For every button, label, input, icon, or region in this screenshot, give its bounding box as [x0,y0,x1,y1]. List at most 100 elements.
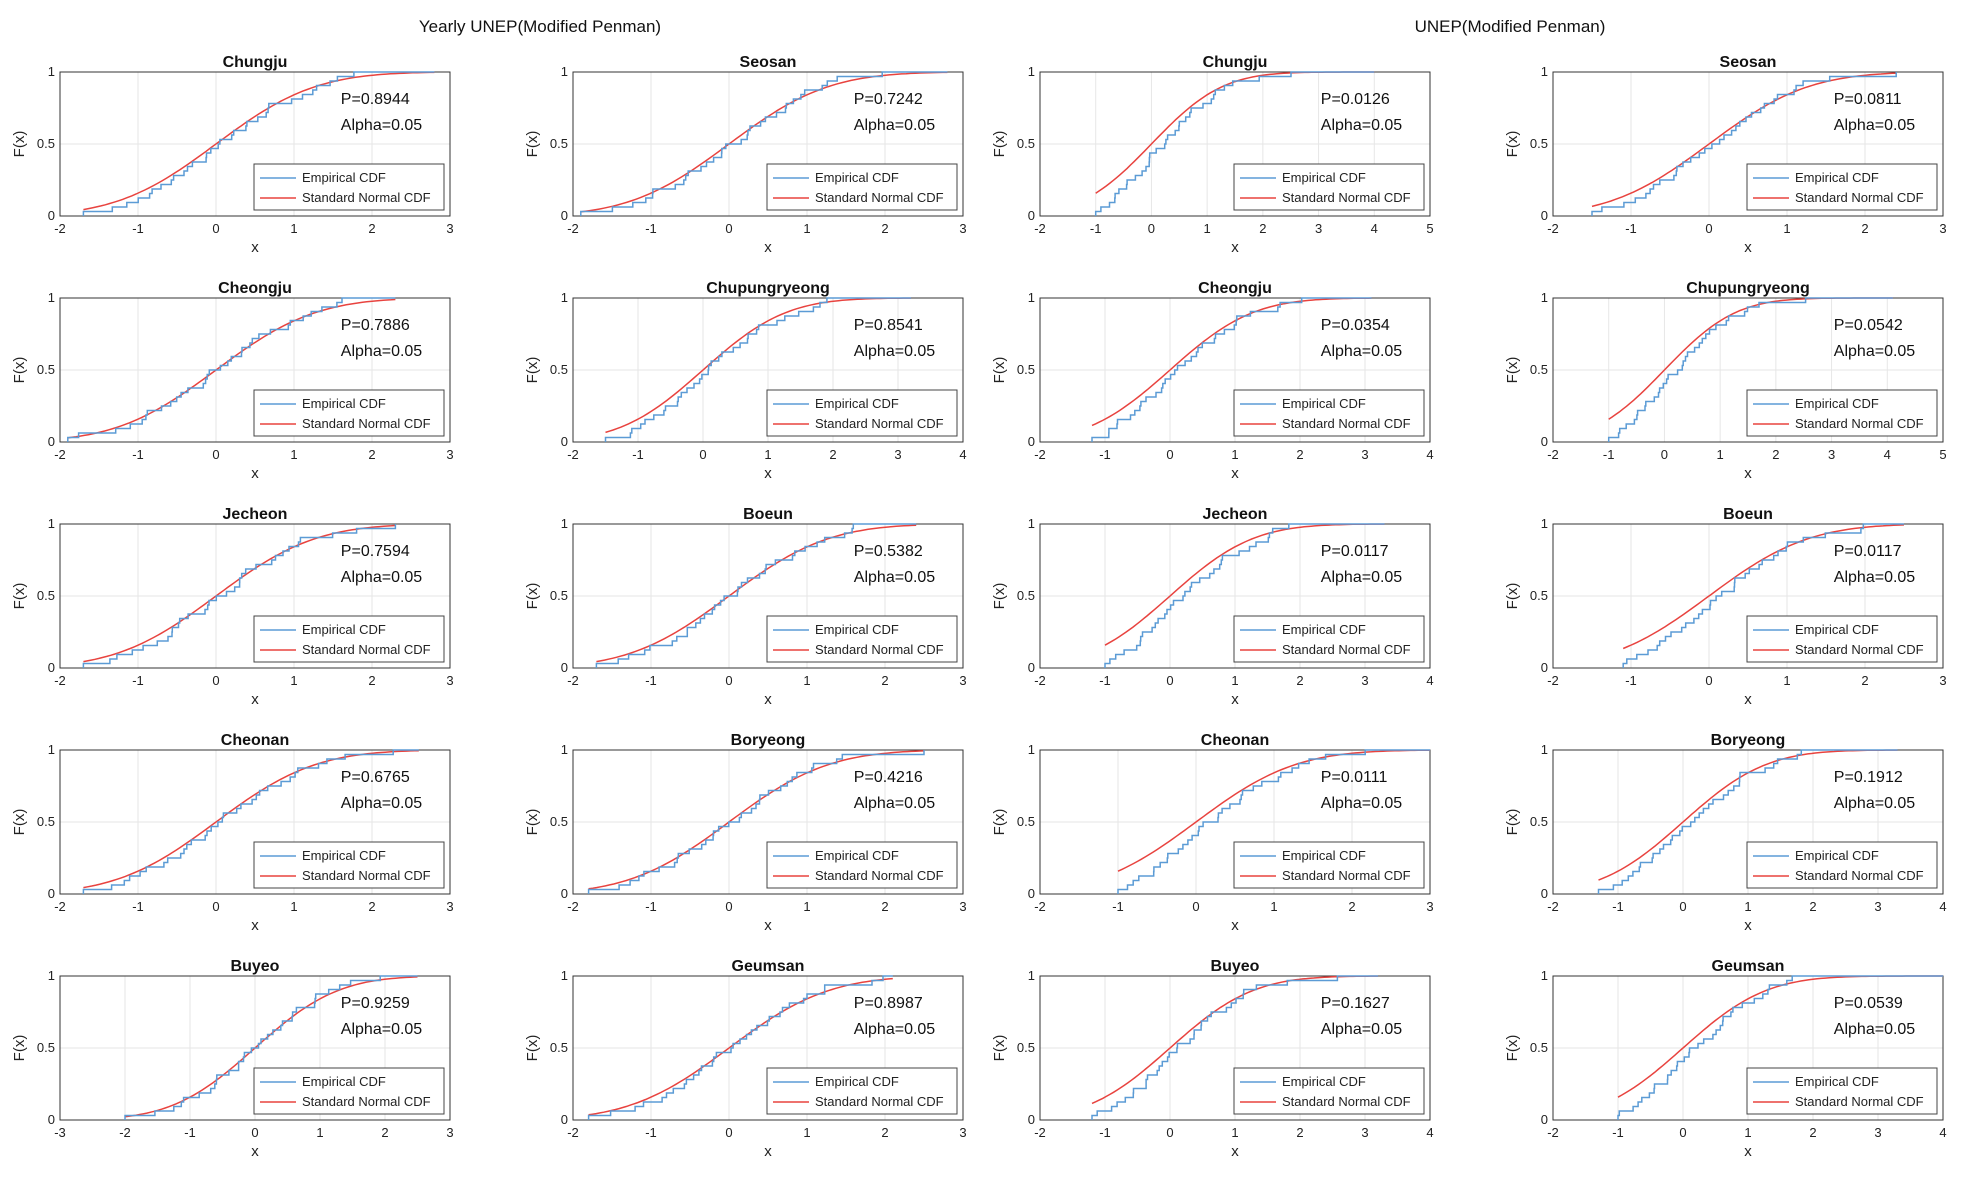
y-tick-label: 0.5 [37,814,55,829]
y-tick-label: 0 [1028,886,1035,901]
legend: Empirical CDF Standard Normal CDF [1746,1067,1938,1115]
x-tick-label: 0 [699,447,706,462]
legend: Empirical CDF Standard Normal CDF [253,615,445,663]
panel-title: Buyeo [1211,958,1260,975]
legend: Empirical CDF Standard Normal CDF [1233,389,1425,437]
x-tick-label: 0 [1166,447,1173,462]
x-tick-label: 1 [1270,899,1277,914]
x-tick-label: 0 [1661,447,1668,462]
x-tick-label: 4 [1884,447,1891,462]
x-tick-label: 2 [1296,673,1303,688]
x-tick-label: 5 [1426,221,1433,236]
x-tick-label: 1 [1231,447,1238,462]
plot-frame [1039,523,1431,669]
x-tick-label: -1 [645,1125,657,1140]
x-tick-label: 2 [1809,1125,1816,1140]
alpha-label: Alpha=0.05 [341,1021,423,1038]
panel-title: Geumsan [1712,958,1785,975]
p-value-label: P=0.9259 [341,995,410,1012]
alpha-label: Alpha=0.05 [341,343,423,360]
x-tick-label: 4 [1426,447,1433,462]
normal-cdf-line [1091,297,1372,427]
x-tick-label: 3 [1361,1125,1368,1140]
legend-label-normal: Standard Normal CDF [815,1094,944,1109]
x-tick-label: 1 [290,221,297,236]
x-tick-label: -2 [1034,221,1046,236]
legend-label-empirical: Empirical CDF [1795,170,1879,185]
panel-5: -2 -1 0 1 2 3 0 0.5 1 x F(x) Cheongju P=0.7886 Alpha=… [11,280,454,482]
x-tick-label: -2 [1034,673,1046,688]
legend-label-normal: Standard Normal CDF [1795,190,1924,205]
x-tick-label: 2 [1348,899,1355,914]
legend: Empirical CDF Standard Normal CDF [1746,163,1938,211]
legend: Empirical CDF Standard Normal CDF [1233,1067,1425,1115]
p-value-label: P=0.5382 [854,543,923,560]
y-tick-label: 1 [561,516,568,531]
legend-box [1746,841,1938,889]
x-tick-label: 4 [1371,221,1378,236]
x-tick-label: 0 [1166,1125,1173,1140]
panel-title: Boeun [743,506,793,523]
plot-frame [59,523,451,669]
x-axis-label: x [1744,691,1752,708]
y-tick-label: 0.5 [550,362,568,377]
x-tick-label: 1 [803,221,810,236]
legend-label-normal: Standard Normal CDF [1282,642,1411,657]
empirical-cdf-line [124,975,418,1120]
panel-6: -2 -1 0 1 2 3 4 0 0.5 1 x F(x) Chupungryeong P=0.8541… [524,280,967,482]
y-tick-label: 0 [1541,1112,1548,1127]
empirical-cdf-line [82,71,435,216]
y-tick-label: 0 [1541,886,1548,901]
empirical-cdf-line [580,71,948,216]
x-tick-label: 3 [1939,221,1946,236]
x-tick-label: 1 [290,899,297,914]
x-tick-label: 2 [1861,673,1868,688]
x-tick-label: 3 [894,447,901,462]
panel-title: Buyeo [231,958,280,975]
x-tick-label: 3 [1426,899,1433,914]
p-value-label: P=0.0117 [1834,543,1902,560]
x-axis-label: x [251,691,259,708]
x-tick-label: -1 [1090,221,1102,236]
y-tick-label: 0.5 [550,136,568,151]
legend-box [1233,615,1425,663]
x-tick-label: 1 [803,673,810,688]
y-tick-label: 0.5 [550,814,568,829]
y-axis-label: F(x) [524,583,541,610]
x-tick-label: -2 [1547,673,1559,688]
legend: Empirical CDF Standard Normal CDF [1746,841,1938,889]
y-tick-label: 1 [1028,742,1035,757]
y-tick-label: 0 [48,1112,55,1127]
legend-label-normal: Standard Normal CDF [302,1094,431,1109]
x-tick-label: 2 [829,447,836,462]
plot-frame [1552,749,1944,895]
panel-19: -2 -1 0 1 2 3 4 0 0.5 1 x F(x) Buyeo P=0.1627 Alpha=0.… [991,958,1434,1160]
y-tick-label: 1 [561,968,568,983]
legend-label-empirical: Empirical CDF [815,1074,899,1089]
panel-17: -3 -2 -1 0 1 2 3 0 0.5 1 x F(x) Buyeo P=0.9259 Alpha=0… [11,958,454,1160]
x-tick-label: 0 [1148,221,1155,236]
legend: Empirical CDF Standard Normal CDF [1233,615,1425,663]
legend: Empirical CDF Standard Normal CDF [766,615,958,663]
p-value-label: P=0.1627 [1321,995,1390,1012]
x-axis-label: x [1231,465,1239,482]
legend-box [253,389,445,437]
x-tick-label: 4 [1939,899,1946,914]
plot-frame [1552,71,1944,217]
x-axis-label: x [1744,917,1752,934]
p-value-label: P=0.0126 [1321,91,1390,108]
x-tick-label: -2 [1547,447,1559,462]
alpha-label: Alpha=0.05 [1321,343,1403,360]
x-tick-label: 4 [1939,1125,1946,1140]
panel-title: Cheonan [221,732,289,749]
y-tick-label: 0.5 [1017,1040,1035,1055]
x-tick-label: 1 [1744,899,1751,914]
x-tick-label: 0 [1705,221,1712,236]
x-tick-label: -1 [1625,673,1637,688]
y-tick-label: 0.5 [37,136,55,151]
x-axis-label: x [1231,917,1239,934]
y-tick-label: 0.5 [1017,362,1035,377]
x-tick-label: 0 [725,673,732,688]
x-tick-label: 2 [1296,447,1303,462]
empirical-cdf-line [587,975,893,1120]
